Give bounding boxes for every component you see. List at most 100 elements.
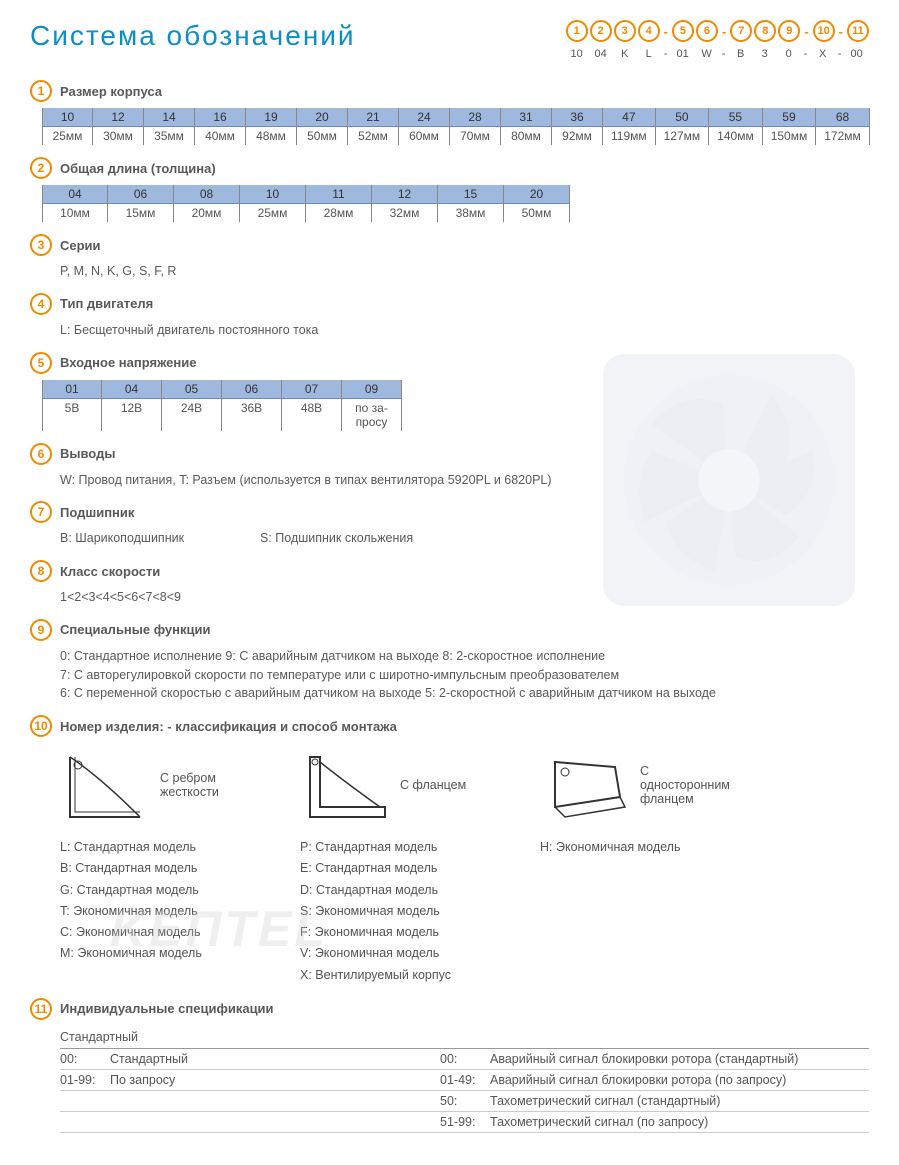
code-pos-circle: 6 <box>696 20 718 42</box>
mount-list-item: C: Экономичная модель <box>60 922 260 943</box>
code-pos-circle: 11 <box>847 20 869 42</box>
table-value: 35мм <box>144 127 194 145</box>
table-code: 15 <box>438 185 503 204</box>
table-code: 21 <box>348 108 398 127</box>
table-code: 09 <box>342 380 401 399</box>
table-code: 10 <box>240 185 305 204</box>
section-text: L: Бесщеточный двигатель постоянного ток… <box>60 321 869 340</box>
section-number-circle: 3 <box>30 234 52 256</box>
code-pos-circle: 1 <box>566 20 588 42</box>
mount-list-item: T: Экономичная модель <box>60 901 260 922</box>
table-value: 25мм <box>43 127 92 145</box>
spec-text: Тахометрический сигнал (по запросу) <box>490 1115 869 1129</box>
table-code: 12 <box>372 185 437 204</box>
code-pos-value: X <box>812 48 834 60</box>
code-dash: - <box>720 24 728 39</box>
table-value: 32мм <box>372 204 437 222</box>
mount-list-item: H: Экономичная модель <box>540 837 740 858</box>
section-title: Тип двигателя <box>60 296 153 311</box>
table-value: 70мм <box>450 127 500 145</box>
code-pos-circle: 9 <box>778 20 800 42</box>
table-value: 127мм <box>656 127 709 145</box>
table-code: 24 <box>399 108 449 127</box>
code-strip: 1234-56-789-10-11 1004KL-01W-B30-X-00 <box>566 20 869 60</box>
table-value: 80мм <box>501 127 551 145</box>
table-value: 50мм <box>504 204 569 222</box>
code-pos-value: B <box>730 48 752 60</box>
table-code: 59 <box>763 108 816 127</box>
table-value: 119мм <box>603 127 655 145</box>
mount-list-item: E: Стандартная модель <box>300 858 500 879</box>
code-table: 015В0412В0524В0636В0748В09по за- просу <box>42 380 869 431</box>
code-pos-circle: 8 <box>754 20 776 42</box>
section-number-circle: 1 <box>30 80 52 102</box>
table-code: 28 <box>450 108 500 127</box>
table-code: 47 <box>603 108 655 127</box>
spec-code: 01-49: <box>440 1073 490 1087</box>
spec-code: 00: <box>60 1052 110 1066</box>
mount-diagram: С ребром жесткости <box>60 747 260 822</box>
mount-label: С ребром жесткости <box>160 771 260 799</box>
section-number-circle: 10 <box>30 715 52 737</box>
table-value: 150мм <box>763 127 816 145</box>
spec-text: Аварийный сигнал блокировки ротора (по з… <box>490 1073 869 1087</box>
section-number-circle: 2 <box>30 157 52 179</box>
code-pos-value: 0 <box>778 48 800 60</box>
code-pos-value: W <box>696 48 718 60</box>
mount-list-item: P: Стандартная модель <box>300 837 500 858</box>
table-value: 20мм <box>174 204 239 222</box>
spec-row: 01-99:По запросу01-49:Аварийный сигнал б… <box>60 1070 869 1091</box>
table-code: 07 <box>282 380 341 399</box>
table-value: 15мм <box>108 204 173 222</box>
table-code: 12 <box>93 108 143 127</box>
spec-code: 51-99: <box>440 1115 490 1129</box>
code-pos-value: L <box>638 48 660 60</box>
code-pos-value: K <box>614 48 636 60</box>
section-text: S: Подшипник скольжения <box>260 531 413 545</box>
section-title: Подшипник <box>60 505 134 520</box>
code-pos-circle: 3 <box>614 20 636 42</box>
table-value: 60мм <box>399 127 449 145</box>
table-value: 92мм <box>552 127 602 145</box>
section-number-circle: 6 <box>30 443 52 465</box>
section-title: Серии <box>60 238 101 253</box>
table-value: 140мм <box>709 127 762 145</box>
section-number-circle: 4 <box>30 293 52 315</box>
table-code: 06 <box>222 380 281 399</box>
spec-table-head: Стандартный <box>60 1026 869 1049</box>
table-value: 52мм <box>348 127 398 145</box>
spec-row: 00:Стандартный00:Аварийный сигнал блокир… <box>60 1049 869 1070</box>
mount-list-item: B: Стандартная модель <box>60 858 260 879</box>
table-code: 05 <box>162 380 221 399</box>
code-dash: - <box>802 24 810 39</box>
spec-text: Тахометрический сигнал (стандартный) <box>490 1094 869 1108</box>
section-number-circle: 5 <box>30 352 52 374</box>
code-table: 0410мм0615мм0820мм1025мм1128мм1232мм1538… <box>42 185 869 222</box>
code-pos-circle: 10 <box>813 20 835 42</box>
table-code: 68 <box>816 108 869 127</box>
section-text: 1<2<3<4<5<6<7<8<9 <box>60 588 869 607</box>
section-title: Выводы <box>60 446 115 461</box>
mount-list-item: S: Экономичная модель <box>300 901 500 922</box>
section-text-line: 0: Стандартное исполнение 9: С аварийным… <box>60 647 869 666</box>
section-title: Индивидуальные спецификации <box>60 1001 274 1016</box>
section-text-line: 7: С авторегулировкой скорости по темпер… <box>60 666 869 685</box>
table-code: 06 <box>108 185 173 204</box>
table-code: 11 <box>306 185 371 204</box>
table-value: 48мм <box>246 127 296 145</box>
mount-list-item: L: Стандартная модель <box>60 837 260 858</box>
mount-list-item: G: Стандартная модель <box>60 880 260 901</box>
section-title: Входное напряжение <box>60 355 196 370</box>
page-title: Система обозначений <box>30 20 356 52</box>
section-text: P, M, N, K, G, S, F, R <box>60 262 869 281</box>
section-number-circle: 7 <box>30 501 52 523</box>
spec-row: 50:Тахометрический сигнал (стандартный) <box>60 1091 869 1112</box>
table-value: 5В <box>43 399 101 417</box>
table-value: 25мм <box>240 204 305 222</box>
mount-list-item: D: Стандартная модель <box>300 880 500 901</box>
mount-label: С фланцем <box>400 778 466 792</box>
table-code: 36 <box>552 108 602 127</box>
spec-row: 51-99:Тахометрический сигнал (по запросу… <box>60 1112 869 1133</box>
code-pos-circle: 2 <box>590 20 612 42</box>
spec-code: 01-99: <box>60 1073 110 1087</box>
